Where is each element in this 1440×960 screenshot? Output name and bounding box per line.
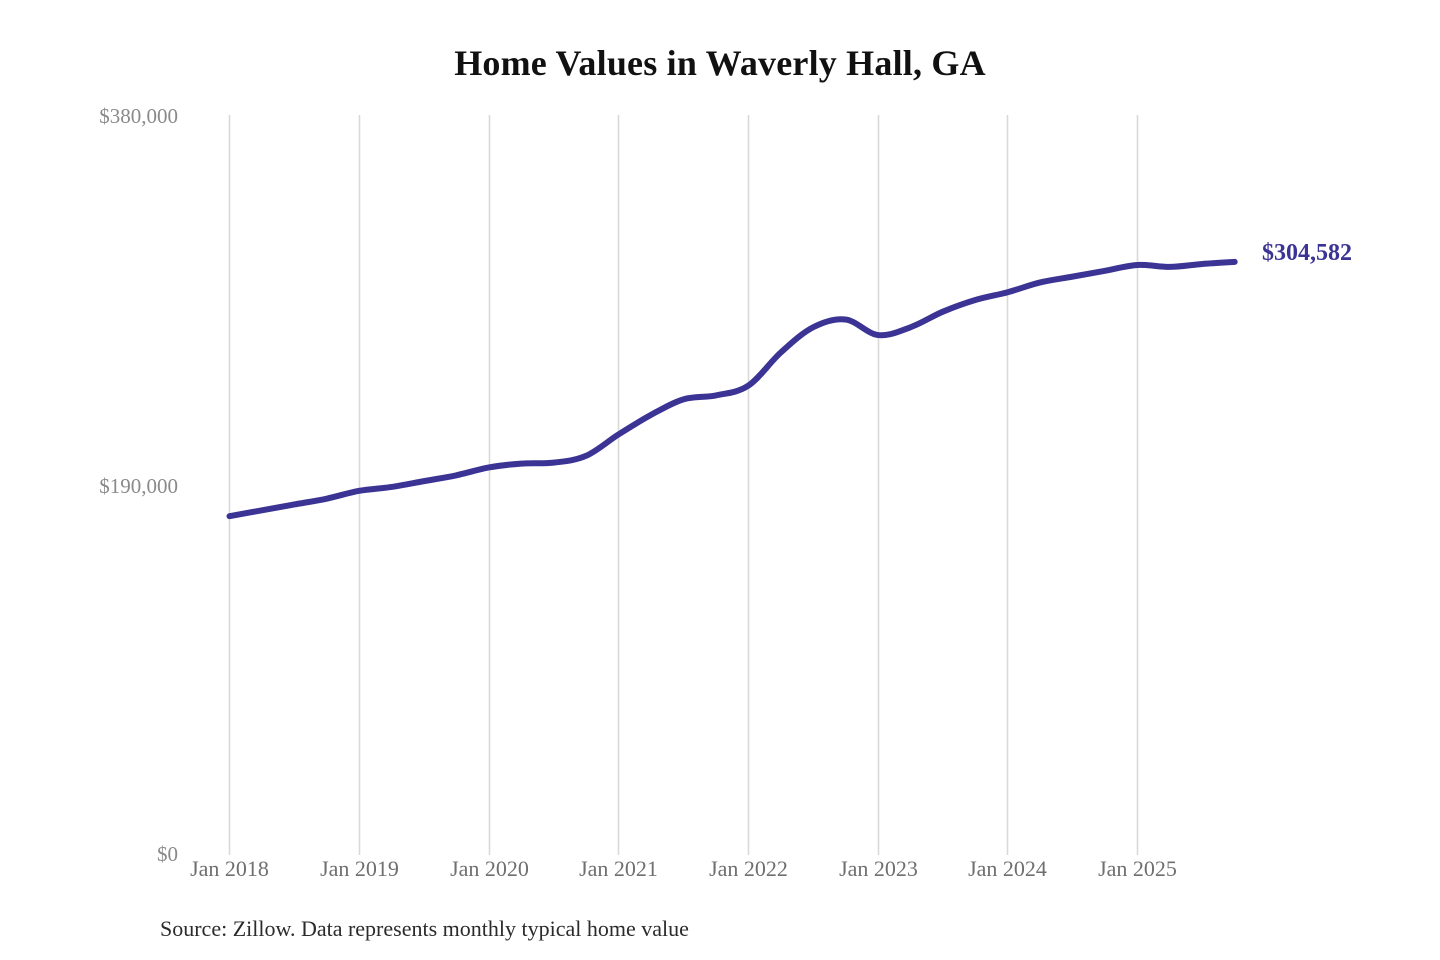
x-axis-tick-jan-2024: Jan 2024 [968,856,1047,881]
gridlines [228,115,1139,855]
endpoint-value-label: $304,582 [1262,240,1352,266]
x-axis-tick-jan-2021: Jan 2021 [579,856,658,881]
data-line-typical-home-value [226,258,1238,520]
chart-title: Home Values in Waverly Hall, GA [454,43,986,83]
y-axis-tick-top: $380,000 [99,104,178,128]
x-axis-tick-jan-2018: Jan 2018 [190,856,269,881]
x-axis-tick-jan-2019: Jan 2019 [320,856,399,881]
x-axis-tick-jan-2025: Jan 2025 [1098,856,1177,881]
x-axis-tick-jan-2020: Jan 2020 [450,856,529,881]
x-axis-tick-jan-2022: Jan 2022 [709,856,788,881]
y-axis-tick-mid: $190,000 [99,474,178,498]
x-axis-tick-jan-2023: Jan 2023 [839,856,918,881]
source-note: Source: Zillow. Data represents monthly … [160,916,689,941]
y-axis-tick-zero: $0 [157,842,178,866]
